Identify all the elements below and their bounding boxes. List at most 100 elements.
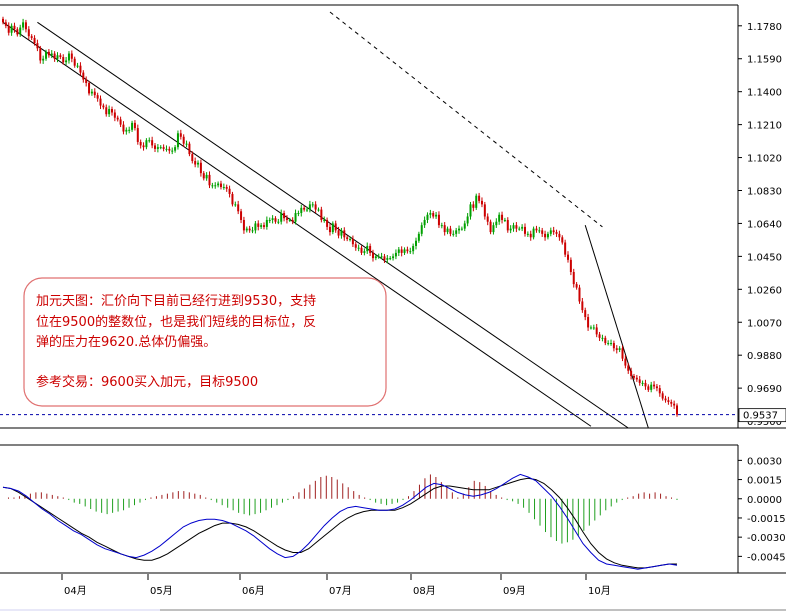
candle-body	[443, 225, 446, 233]
candlesticks	[1, 16, 679, 417]
candle-body	[515, 225, 518, 229]
macd-axis-label: -0.0045	[747, 552, 786, 563]
candle-body	[558, 233, 561, 238]
candle-body	[463, 223, 466, 229]
candle-body	[667, 400, 670, 402]
candle-body	[346, 237, 349, 240]
candle-body	[546, 233, 549, 238]
candle-body	[544, 233, 547, 238]
candle-body	[509, 228, 512, 231]
candle-body	[541, 230, 544, 234]
price-axis-label: 1.0640	[747, 219, 782, 230]
trendline[interactable]	[584, 225, 649, 429]
candle-body	[661, 393, 664, 399]
analysis-note-trade-idea: 参考交易：9600买入加元，目标9500	[36, 374, 258, 390]
candle-body	[655, 386, 658, 389]
candle-body	[621, 348, 624, 359]
candle-body	[88, 83, 91, 94]
candle-body	[56, 55, 59, 59]
candle-body	[572, 271, 575, 285]
candle-body	[251, 230, 254, 232]
candle-body	[188, 143, 191, 155]
candle-body	[182, 136, 185, 144]
price-axis-label: 1.1210	[747, 121, 782, 132]
candle-body	[383, 256, 386, 260]
candle-body	[452, 233, 455, 235]
candle-body	[607, 343, 610, 345]
candle-body	[658, 388, 661, 394]
macd-axis-label: -0.0030	[747, 533, 786, 544]
candle-body	[228, 188, 231, 194]
candle-body	[257, 223, 260, 227]
candle-body	[641, 382, 644, 384]
candle-body	[601, 337, 604, 339]
candle-body	[478, 195, 481, 201]
candle-body	[62, 57, 65, 63]
price-axis-label: 0.9690	[747, 384, 782, 395]
candle-body	[237, 204, 240, 212]
candle-body	[564, 242, 567, 255]
candle-body	[280, 213, 283, 222]
candle-body	[53, 53, 56, 59]
candle-body	[323, 219, 326, 221]
candle-body	[154, 145, 157, 149]
candle-body	[632, 375, 635, 378]
candle-body	[598, 334, 601, 338]
candle-body	[222, 187, 225, 189]
candle-body	[240, 211, 243, 220]
macd-panel: 0.0030 0.0015 0.0000 -0.0015 -0.0030 -0.0045	[0, 445, 786, 574]
candle-body	[380, 256, 383, 258]
panel-separator	[0, 431, 786, 445]
candle-body	[122, 124, 125, 132]
candle-body	[569, 259, 572, 272]
candle-body	[297, 213, 300, 215]
trendline[interactable]	[2, 21, 592, 427]
price-axis-label: 1.1780	[747, 22, 782, 33]
candle-body	[337, 230, 340, 236]
candle-body	[673, 403, 676, 406]
candle-body	[584, 310, 587, 318]
candle-body	[208, 174, 211, 186]
candle-body	[176, 133, 179, 148]
candle-body	[589, 327, 592, 329]
candle-body	[179, 133, 182, 137]
candle-body	[306, 209, 309, 211]
candle-body	[635, 377, 638, 380]
candle-body	[139, 141, 142, 146]
month-label: 10月	[588, 585, 611, 597]
candle-body	[265, 219, 268, 227]
candle-body	[125, 129, 128, 132]
candle-body	[403, 249, 406, 253]
candle-body	[455, 230, 458, 234]
trendline[interactable]	[329, 11, 603, 228]
candle-body	[374, 256, 377, 259]
candle-body	[108, 109, 111, 115]
candle-body	[343, 230, 346, 238]
candle-body	[492, 225, 495, 233]
candle-body	[647, 386, 650, 390]
price-axis-label: 0.9880	[747, 351, 782, 362]
macd-line	[2, 473, 678, 570]
time-axis: 04月 05月 06月 07月 08月 09月 10月	[0, 574, 786, 613]
candle-body	[630, 370, 633, 376]
candle-body	[39, 48, 42, 61]
candle-body	[489, 221, 492, 233]
candle-body	[664, 398, 667, 401]
candle-body	[650, 384, 653, 390]
price-axis-label: 1.0830	[747, 186, 782, 197]
candle-body	[191, 154, 194, 162]
candle-body	[242, 219, 245, 231]
candle-body	[254, 223, 257, 231]
candle-body	[142, 145, 145, 148]
candle-body	[397, 249, 400, 253]
candle-body	[211, 185, 214, 187]
analysis-note-box	[23, 277, 387, 407]
macd-histogram	[7, 474, 678, 544]
candle-body	[475, 195, 478, 208]
candle-body	[483, 204, 486, 217]
candle-body	[116, 117, 119, 120]
candle-body	[412, 245, 415, 252]
candle-body	[105, 107, 108, 115]
candle-body	[331, 223, 334, 233]
candle-body	[377, 256, 380, 258]
